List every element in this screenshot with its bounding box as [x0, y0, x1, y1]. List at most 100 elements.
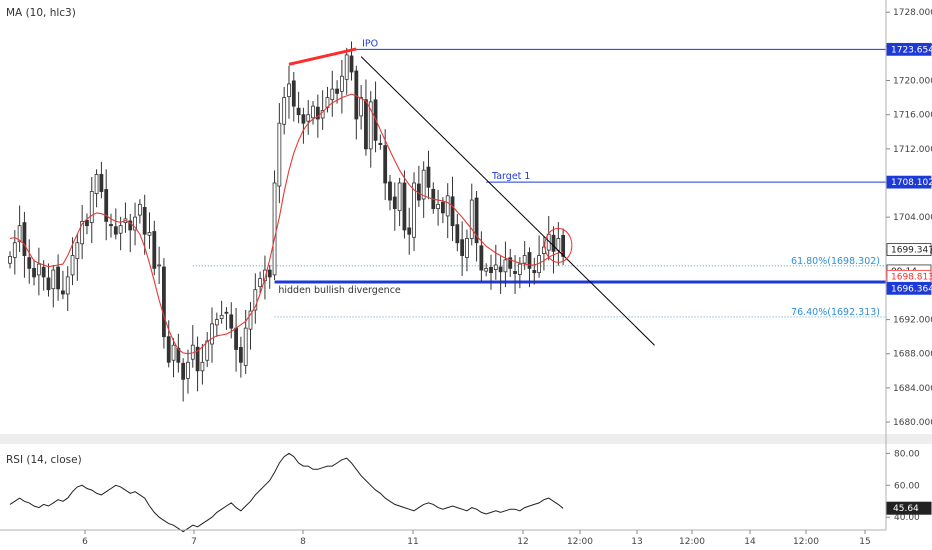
candle-body: [133, 216, 137, 231]
candle-body: [426, 166, 431, 188]
candle-body: [503, 259, 508, 273]
axis-tag-box: [886, 42, 932, 56]
axis-tag-label: 1698.813: [891, 272, 932, 282]
candle-body: [498, 266, 503, 273]
candle-body: [147, 232, 152, 236]
level-lines-layer: [192, 48, 886, 318]
candle-body: [445, 195, 450, 217]
axis-tag-label: 1699.347: [891, 246, 932, 256]
price-tick-label: 1684.000: [893, 384, 932, 394]
fib-764-label: 76.40%(1692.313): [791, 307, 880, 318]
axis-tag-label: 1723.654: [891, 45, 932, 55]
price-tick-label: 1680.000: [893, 418, 932, 428]
candle-body: [118, 225, 123, 234]
candle-body: [330, 88, 335, 101]
candle-body: [46, 277, 51, 291]
candle-body: [166, 336, 171, 363]
candle-body: [455, 224, 460, 244]
candle-body: [248, 310, 253, 330]
candle-body: [157, 264, 162, 267]
candle-body: [311, 105, 315, 119]
rsi-indicator-label[interactable]: RSI (14, close): [6, 454, 82, 466]
price-tick-label: 1716.000: [893, 111, 932, 121]
candle-body: [335, 88, 339, 94]
highlight-circle: [544, 227, 573, 263]
ma-indicator-label[interactable]: MA (10, hlc3): [6, 7, 76, 19]
rsi-line: [9, 452, 564, 533]
candle-body: [32, 267, 36, 278]
time-tick-label: 11: [407, 537, 418, 547]
candle-body: [200, 361, 205, 372]
price-tick-label: 1728.000: [893, 8, 932, 18]
time-tick-label: 12:00: [567, 537, 593, 547]
candle-body: [421, 169, 426, 200]
candle-body: [522, 255, 527, 264]
candle-body: [306, 114, 311, 122]
candle-body: [287, 83, 291, 97]
candle-body: [8, 256, 12, 264]
candle-body: [61, 290, 65, 295]
candle-body: [484, 267, 489, 272]
time-tick-label: 13: [631, 537, 642, 547]
target-label: Target 1: [491, 171, 530, 182]
rsi-current-tag: [886, 501, 932, 515]
pane-separator: [0, 434, 932, 444]
candle-body: [41, 266, 46, 278]
candle-body: [263, 269, 267, 282]
candle-body: [224, 311, 229, 314]
candle-body: [142, 207, 147, 235]
candle-body: [128, 220, 133, 231]
candle-body: [489, 266, 493, 274]
candle-body: [561, 235, 566, 257]
drawings-layer: IPO Target 1 hidden bullish divergence 61.8…: [278, 38, 880, 346]
candle-body: [479, 245, 484, 271]
candle-body: [402, 182, 407, 231]
candle-body: [258, 278, 263, 288]
candle-body: [195, 346, 200, 372]
candle-body: [320, 110, 325, 119]
candle-body: [229, 314, 234, 329]
candle-body: [513, 271, 517, 274]
candle-body: [234, 327, 238, 350]
rsi-layer: [9, 452, 564, 533]
candle-body: [339, 75, 344, 92]
candle-body: [80, 221, 85, 245]
candle-body: [469, 199, 474, 239]
candle-body: [460, 239, 465, 256]
candle-body: [493, 264, 498, 270]
time-tick-label: 7: [191, 537, 197, 547]
candle-body: [22, 222, 27, 256]
time-tick-label: 12:00: [793, 537, 819, 547]
candle-body: [296, 107, 301, 116]
price-tick-label: 1692.000: [893, 316, 932, 326]
rsi-tick-label: 60.00: [894, 481, 920, 491]
candle-body: [551, 234, 556, 252]
candle-body: [243, 327, 248, 366]
candles-layer: [8, 41, 566, 402]
time-tick-label: 12: [517, 537, 528, 547]
ma-line: [9, 93, 564, 355]
rsi-tick-label: 80.00: [894, 449, 920, 459]
time-tick-label: 8: [300, 537, 306, 547]
price-tick-label: 1712.000: [893, 145, 932, 155]
candle-body: [113, 226, 118, 235]
candle-body: [186, 361, 190, 379]
candle-body: [65, 276, 70, 295]
candle-body: [344, 54, 349, 80]
axis-tag-box: [886, 175, 932, 189]
candle-body: [407, 227, 412, 235]
fib-618-label: 61.80%(1698.302): [791, 256, 880, 267]
candle-body: [36, 263, 41, 276]
time-tick-label: 14: [744, 537, 756, 547]
candle-body: [388, 181, 392, 201]
axis-tag-label: 1708.102: [891, 178, 932, 188]
candle-body: [556, 238, 561, 251]
axis-tag-box: [886, 281, 932, 295]
candle-body: [219, 314, 224, 319]
candle-body: [99, 174, 104, 192]
candle-body: [412, 182, 416, 238]
candle-body: [137, 203, 142, 216]
candle-body: [282, 97, 287, 125]
